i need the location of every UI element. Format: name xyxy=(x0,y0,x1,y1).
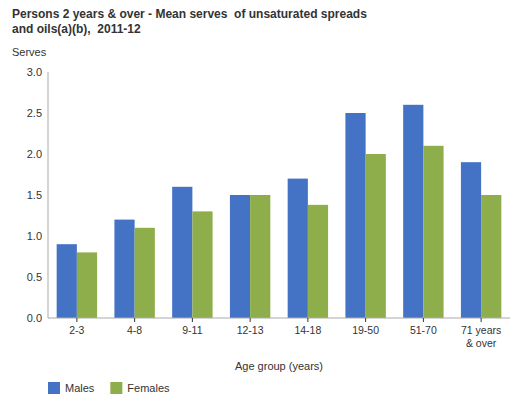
x-axis-label: Age group (years) xyxy=(235,360,323,372)
y-tick-label: 2.0 xyxy=(27,148,42,160)
y-tick-label: 0.0 xyxy=(27,312,42,324)
x-tick xyxy=(250,318,251,322)
legend-swatch xyxy=(110,382,122,394)
x-tick-label: 14-18 xyxy=(294,324,321,336)
y-tick-label: 1.0 xyxy=(27,230,42,242)
x-tick xyxy=(134,318,135,322)
y-tick-label: 3.0 xyxy=(27,66,42,78)
legend-label: Males xyxy=(65,382,95,394)
x-axis xyxy=(48,318,510,319)
y-tick-label: 2.5 xyxy=(27,107,42,119)
x-tick xyxy=(481,318,482,322)
x-tick xyxy=(365,318,366,322)
bar xyxy=(308,205,328,318)
bar xyxy=(172,187,192,318)
bar xyxy=(57,244,77,318)
x-tick-label: 2-3 xyxy=(69,324,84,336)
x-tick-label: 9-11 xyxy=(182,324,202,336)
y-axis xyxy=(48,72,49,318)
bar xyxy=(250,195,270,318)
x-tick xyxy=(307,318,308,322)
legend: Males Females xyxy=(48,382,170,394)
y-axis-label: Serves xyxy=(12,46,47,58)
bars xyxy=(57,105,502,318)
bar xyxy=(345,113,365,318)
x-tick-label: 71 years& over xyxy=(461,324,501,349)
bar xyxy=(230,195,250,318)
bar xyxy=(192,211,212,318)
x-tick-label: 19-50 xyxy=(352,324,379,336)
y-tick-label: 0.5 xyxy=(27,271,42,283)
bar xyxy=(77,252,97,318)
y-tick-label: 1.5 xyxy=(27,189,42,201)
title: Persons 2 years & over - Mean serves of … xyxy=(12,7,367,36)
x-tick xyxy=(423,318,424,322)
legend-label: Females xyxy=(127,382,170,394)
bar xyxy=(135,228,155,318)
chart: Persons 2 years & over - Mean serves of … xyxy=(0,0,526,412)
bar xyxy=(403,105,423,318)
bar xyxy=(481,195,501,318)
x-tick xyxy=(76,318,77,322)
bar xyxy=(366,154,386,318)
bar xyxy=(461,162,481,318)
x-tick-label: 12-13 xyxy=(237,324,264,336)
bar xyxy=(288,179,308,318)
x-tick-label: 51-70 xyxy=(410,324,437,336)
legend-swatch xyxy=(48,382,60,394)
bar xyxy=(114,220,134,318)
bar xyxy=(423,146,443,318)
x-tick xyxy=(192,318,193,322)
x-tick-label: 4-8 xyxy=(127,324,142,336)
